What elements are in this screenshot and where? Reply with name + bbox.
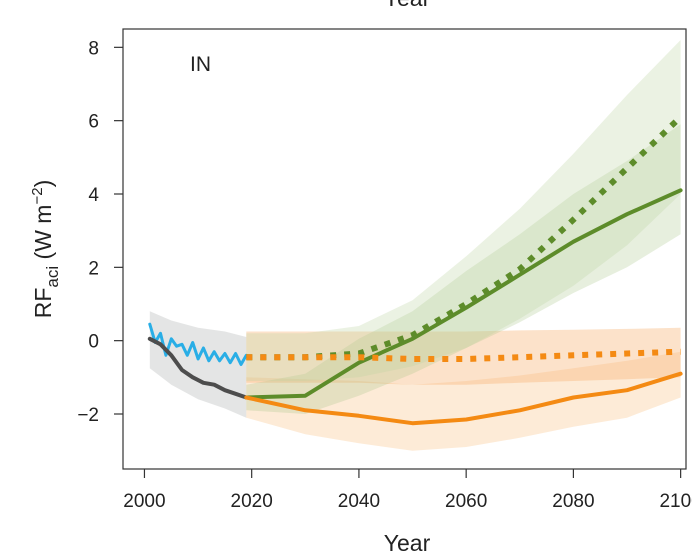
x-tick-label: 2080 [552, 491, 594, 512]
y-tick-label: 0 [88, 332, 99, 353]
y-axis-title: RFaci (W m−2) [29, 180, 62, 319]
green-dotted-band [246, 40, 681, 381]
y-axis-title-unit: (W m [30, 205, 56, 266]
y-tick-label: −2 [77, 405, 99, 426]
x-tick-label: 2000 [123, 491, 165, 512]
x-tick-label: 2020 [231, 491, 273, 512]
panel-label: IN [190, 53, 211, 76]
observed-line [148, 322, 248, 366]
x-tick-label: 2100 [659, 491, 692, 512]
top-title-fragment: Year [384, 0, 431, 11]
y-axis-title-sub: aci [43, 266, 62, 288]
green-solid-band [246, 124, 681, 415]
y-tick-label: 8 [88, 38, 99, 59]
x-tick-label: 2040 [338, 491, 380, 512]
x-axis: 2000 2020 2040 2060 2080 2100 [123, 469, 692, 512]
x-tick-label: 2060 [445, 491, 487, 512]
y-tick-label: 4 [88, 185, 99, 206]
green-solid-line [244, 188, 683, 400]
historical-line [147, 336, 249, 400]
orange-dotted-band [246, 327, 681, 385]
y-tick-label: 2 [88, 258, 99, 279]
series-lines [147, 114, 683, 426]
orange-solid-band [246, 351, 681, 451]
y-tick-label: 6 [88, 112, 99, 133]
y-axis-title-exp: −2 [29, 187, 46, 204]
y-axis-title-close: ) [30, 180, 56, 188]
x-axis-title: Year [384, 530, 431, 556]
uncertainty-bands [149, 40, 681, 451]
historical-band [149, 311, 247, 418]
orange-solid-line [244, 371, 683, 426]
y-axis: −2 0 2 4 6 8 [77, 38, 123, 426]
y-axis-title-main: RF [30, 288, 56, 319]
plot-frame [122, 28, 687, 470]
